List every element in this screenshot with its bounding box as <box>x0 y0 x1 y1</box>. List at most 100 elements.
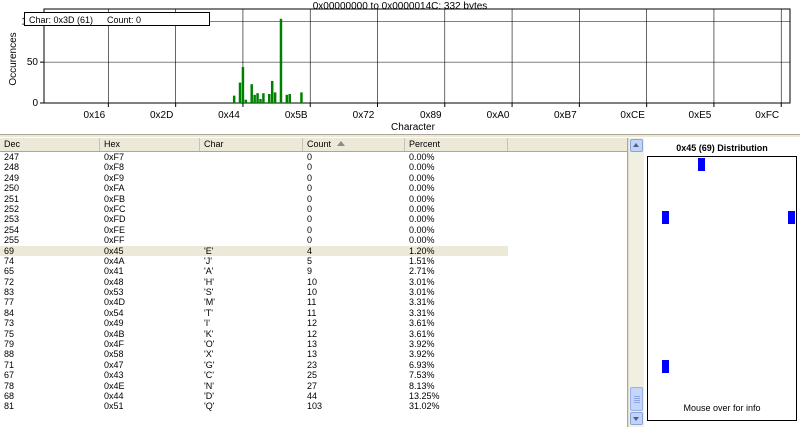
table-row[interactable]: 249 0xF9 0 0.00% <box>0 172 627 183</box>
scroll-down-button[interactable] <box>630 412 643 425</box>
cell-count: 0 <box>307 172 313 183</box>
cell-count: 27 <box>307 380 318 391</box>
column-header-char[interactable]: Char <box>200 138 303 151</box>
cell-dec: 250 <box>4 183 20 194</box>
cell-char: 'K' <box>204 328 214 339</box>
cell-percent: 0.00% <box>409 214 435 225</box>
column-header-hex[interactable]: Hex <box>100 138 200 151</box>
cell-count: 0 <box>307 235 313 246</box>
scroll-thumb[interactable] <box>630 387 643 411</box>
cell-hex: 0xFA <box>104 183 125 194</box>
cell-hex: 0xF8 <box>104 162 125 173</box>
table-row[interactable]: 72 0x48 'H' 10 3.01% <box>0 276 627 287</box>
table-row[interactable]: 68 0x44 'D' 44 13.25% <box>0 390 627 401</box>
distribution-mark[interactable] <box>662 360 669 373</box>
cell-percent: 3.01% <box>409 287 435 298</box>
table-row-selected[interactable]: 69 0x45 'E' 4 1.20% <box>0 245 508 256</box>
cell-dec: 247 <box>4 152 20 162</box>
table-row[interactable]: 75 0x4B 'K' 12 3.61% <box>0 328 627 339</box>
cell-char: 'A' <box>204 266 214 277</box>
cell-percent: 3.01% <box>409 276 435 287</box>
x-tick-label: 0x2D <box>150 110 173 121</box>
table-row[interactable]: 78 0x4E 'N' 27 8.13% <box>0 380 627 391</box>
table-row[interactable]: 77 0x4D 'M' 11 3.31% <box>0 297 627 308</box>
cell-hex: 0xFF <box>104 235 125 246</box>
histogram-bar <box>253 94 256 103</box>
cell-hex: 0x4D <box>104 297 126 308</box>
x-tick-label: 0x72 <box>353 110 375 121</box>
table-row[interactable]: 252 0xFC 0 0.00% <box>0 204 627 214</box>
x-tick-label: 0xE5 <box>689 110 712 121</box>
table-row[interactable]: 255 0xFF 0 0.00% <box>0 235 627 246</box>
cell-count: 10 <box>307 287 318 298</box>
cell-hex: 0x4F <box>104 339 125 350</box>
hover-char: Char: 0x3D (61) <box>29 15 94 25</box>
table-row[interactable]: 67 0x43 'C' 25 7.53% <box>0 370 627 381</box>
table-row[interactable]: 248 0xF8 0 0.00% <box>0 162 627 173</box>
table-row[interactable]: 88 0x58 'X' 13 3.92% <box>0 349 627 360</box>
table-row[interactable]: 84 0x54 'T' 11 3.31% <box>0 308 627 318</box>
cell-hex: 0xFE <box>104 224 126 235</box>
histogram-bar <box>238 82 242 103</box>
table-row[interactable]: 251 0xFB 0 0.00% <box>0 193 627 204</box>
cell-percent: 0.00% <box>409 183 435 194</box>
table-row[interactable]: 254 0xFE 0 0.00% <box>0 224 627 235</box>
cell-dec: 71 <box>4 359 15 370</box>
cell-percent: 0.00% <box>409 193 435 204</box>
cell-hex: 0xFD <box>104 214 126 225</box>
byte-count-table[interactable]: Dec Hex Char Count Percent 247 0xF7 0 0.00%… <box>0 138 628 427</box>
x-tick-label: 0xA0 <box>487 110 510 121</box>
table-row[interactable]: 74 0x4A 'J' 5 1.51% <box>0 255 627 266</box>
table-row[interactable]: 81 0x51 'Q' 103 31.02% <box>0 401 627 412</box>
cell-char: 'C' <box>204 370 214 381</box>
histogram-bar <box>279 18 283 104</box>
table-vertical-scrollbar[interactable] <box>628 138 644 427</box>
cell-hex: 0x4E <box>104 380 125 391</box>
cell-char: 'D' <box>204 390 214 401</box>
table-row[interactable]: 247 0xF7 0 0.00% <box>0 152 627 162</box>
arrow-up-icon <box>633 143 639 147</box>
cell-count: 103 <box>307 401 323 412</box>
cell-dec: 251 <box>4 193 20 204</box>
table-row[interactable]: 65 0x41 'A' 9 2.71% <box>0 266 627 277</box>
histogram-bar <box>268 94 271 103</box>
cell-dec: 74 <box>4 255 15 266</box>
table-row[interactable]: 253 0xFD 0 0.00% <box>0 214 627 225</box>
cell-percent: 2.71% <box>409 266 435 277</box>
table-row[interactable]: 73 0x49 'I' 12 3.61% <box>0 318 627 329</box>
cell-dec: 73 <box>4 318 15 329</box>
arrow-down-icon <box>633 417 639 421</box>
cell-dec: 75 <box>4 328 15 339</box>
cell-dec: 77 <box>4 297 15 308</box>
cell-count: 12 <box>307 318 318 329</box>
distribution-title: 0x45 (69) Distribution <box>676 143 768 153</box>
cell-count: 23 <box>307 359 318 370</box>
pane-splitter[interactable] <box>0 134 800 138</box>
cell-hex: 0x41 <box>104 266 124 277</box>
cell-char: 'S' <box>204 287 214 298</box>
cell-char: 'O' <box>204 339 215 350</box>
distribution-info-text: Mouse over for info <box>683 403 761 413</box>
scroll-up-button[interactable] <box>630 139 643 152</box>
table-row[interactable]: 83 0x53 'S' 10 3.01% <box>0 287 627 298</box>
table-row[interactable]: 79 0x4F 'O' 13 3.92% <box>0 339 627 350</box>
cell-dec: 253 <box>4 214 20 225</box>
histogram-bar <box>250 84 253 103</box>
y-tick-label: 0 <box>32 98 38 109</box>
distribution-plot[interactable] <box>647 156 797 421</box>
table-row[interactable]: 250 0xFA 0 0.00% <box>0 183 627 194</box>
cell-count: 5 <box>307 255 313 266</box>
cell-count: 10 <box>307 276 318 287</box>
distribution-mark[interactable] <box>788 211 795 224</box>
cell-percent: 0.00% <box>409 235 435 246</box>
distribution-mark[interactable] <box>662 211 669 224</box>
column-header-percent[interactable]: Percent <box>405 138 508 151</box>
distribution-mark[interactable] <box>698 158 705 171</box>
histogram-pane[interactable]: 0x00000000 to 0x0000014C: 332 bytes 0501… <box>0 0 800 135</box>
histogram-bar <box>273 92 277 103</box>
column-header-count[interactable]: Count <box>303 138 405 151</box>
cell-dec: 88 <box>4 349 15 360</box>
table-row[interactable]: 71 0x47 'G' 23 6.93% <box>0 359 627 370</box>
cell-hex: 0xF9 <box>104 172 125 183</box>
column-header-dec[interactable]: Dec <box>0 138 100 151</box>
